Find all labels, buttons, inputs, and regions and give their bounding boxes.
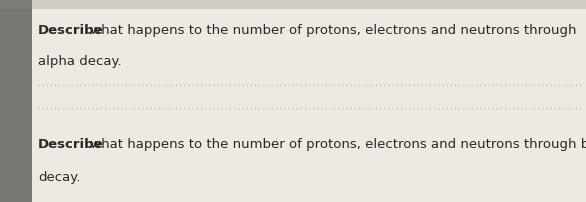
Text: alpha decay.: alpha decay. bbox=[38, 55, 122, 67]
Bar bbox=[0, 0, 32, 202]
Text: what happens to the number of protons, electrons and neutrons through beta: what happens to the number of protons, e… bbox=[86, 137, 586, 150]
Text: Describe: Describe bbox=[38, 24, 104, 37]
Text: decay.: decay. bbox=[38, 170, 80, 183]
Text: what happens to the number of protons, electrons and neutrons through: what happens to the number of protons, e… bbox=[86, 24, 577, 37]
Bar bbox=[0, 0, 586, 10]
Text: Describe: Describe bbox=[38, 137, 104, 150]
